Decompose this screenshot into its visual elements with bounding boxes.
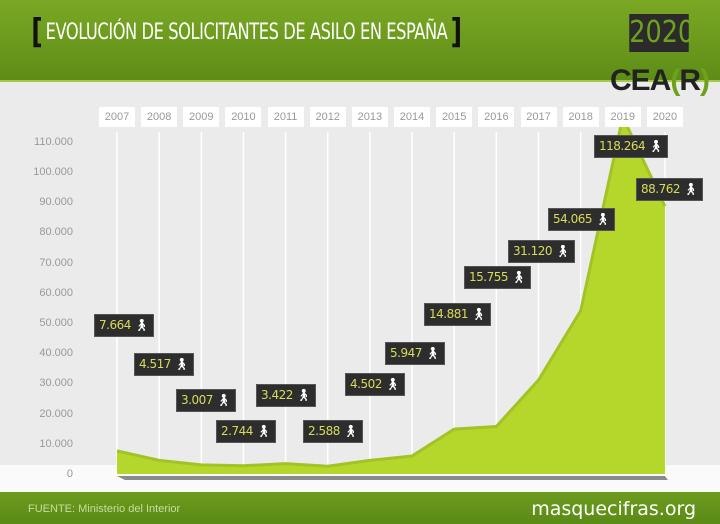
year-badge: 2020	[629, 14, 695, 52]
x-tick-label: 2020	[646, 107, 683, 127]
x-tick-label: 2018	[562, 107, 599, 127]
data-label: 5.947 🚶︎	[385, 342, 445, 365]
person-walking-icon: 🚶︎	[384, 377, 400, 391]
ceär-logo: CEA(R)	[610, 64, 710, 98]
data-label: 3.007 🚶︎	[176, 389, 236, 412]
x-tick-label: 2015	[436, 107, 473, 127]
data-label: 4.517 🚶︎	[134, 353, 194, 376]
page-title: [EVOLUCIÓN DE SOLICITANTES DE ASILO EN E…	[31, 12, 462, 52]
x-tick-label: 2008	[141, 107, 178, 127]
data-label: 14.881 🚶︎	[424, 303, 491, 326]
person-walking-icon: 🚶︎	[595, 212, 610, 226]
area-shadow	[117, 476, 668, 480]
data-label: 31.120 🚶︎	[508, 240, 575, 263]
data-label: 2.588 🚶︎	[303, 420, 363, 443]
data-label: 7.664 🚶︎	[94, 314, 154, 337]
data-label-value: 118.264	[599, 139, 646, 153]
site-link[interactable]: masquecifras.org	[531, 498, 696, 520]
data-label-value: 4.502	[350, 377, 382, 391]
data-label: 3.422 🚶︎	[256, 384, 316, 407]
data-label: 2.744 🚶︎	[216, 420, 276, 443]
logo-bracket: (	[670, 64, 680, 97]
person-walking-icon: 🚶︎	[133, 318, 149, 332]
y-tick-label: 80.000	[39, 226, 73, 239]
data-label-value: 14.881	[429, 307, 469, 321]
data-label: 4.502 🚶︎	[345, 373, 405, 396]
data-label: 15.755 🚶︎	[464, 266, 531, 289]
data-label-value: 5.947	[390, 346, 422, 360]
y-tick-label: 100.000	[33, 166, 73, 178]
area-series	[117, 117, 665, 475]
data-label: 88.762 🚶︎	[636, 178, 703, 201]
footer-bar	[0, 492, 720, 524]
person-walking-icon: 🚶︎	[342, 424, 358, 438]
x-tick-label: 2017	[520, 107, 557, 127]
data-label-value: 15.755	[469, 270, 509, 284]
data-label: 118.264 🚶︎	[594, 135, 668, 158]
person-walking-icon: 🚶︎	[471, 307, 486, 321]
person-walking-icon: 🚶︎	[215, 393, 231, 407]
x-tick-label: 2012	[309, 107, 346, 127]
y-tick-label: 90.000	[39, 196, 73, 209]
data-label-value: 3.422	[261, 388, 293, 402]
y-tick-label: 60.000	[39, 286, 73, 299]
person-walking-icon: 🚶︎	[255, 424, 271, 438]
area-line	[116, 112, 667, 468]
y-tick-label: 30.000	[39, 377, 73, 390]
title-text: EVOLUCIÓN DE SOLICITANTES DE ASILO EN ES…	[45, 19, 448, 45]
y-tick-label: 0	[66, 468, 73, 480]
person-walking-icon: 🚶︎	[511, 270, 526, 284]
person-walking-icon: 🚶︎	[424, 346, 440, 360]
x-tick-label: 2009	[183, 107, 220, 127]
person-walking-icon: 🚶︎	[295, 388, 311, 402]
data-label-value: 31.120	[513, 244, 553, 258]
person-walking-icon: 🚶︎	[683, 182, 698, 196]
person-walking-icon: 🚶︎	[555, 244, 570, 258]
person-walking-icon: 🚶︎	[173, 357, 189, 371]
x-tick-label: 2007	[99, 107, 135, 127]
source-note: FUENTE: Ministerio del Interior	[28, 503, 181, 515]
data-label-value: 2.588	[308, 424, 340, 438]
y-tick-label: 10.000	[39, 437, 73, 450]
y-tick-label: 110.000	[34, 135, 73, 148]
x-tick-label: 2019	[604, 107, 641, 127]
data-label-value: 7.664	[99, 318, 131, 332]
y-tick-label: 20.000	[39, 407, 73, 420]
y-tick-label: 50.000	[39, 317, 73, 329]
x-tick-label: 2016	[478, 107, 515, 127]
x-tick-label: 2014	[394, 107, 431, 127]
x-tick-label: 2013	[351, 107, 388, 127]
x-tick-label: 2011	[267, 107, 304, 127]
data-label-value: 88.762	[641, 182, 681, 196]
person-walking-icon: 🚶︎	[648, 139, 663, 153]
logo-letter: R	[679, 64, 701, 97]
header-bar	[0, 0, 720, 82]
logo-main: CEA	[610, 64, 671, 97]
data-label-value: 4.517	[139, 357, 171, 371]
logo-bracket: )	[700, 64, 710, 97]
y-tick-label: 70.000	[39, 256, 73, 269]
data-label: 54.065 🚶︎	[548, 208, 615, 231]
data-label-value: 54.065	[553, 212, 593, 226]
data-label-value: 3.007	[181, 393, 213, 407]
y-tick-label: 40.000	[39, 347, 73, 360]
x-tick-label: 2010	[225, 107, 262, 127]
data-label-value: 2.744	[221, 424, 253, 438]
